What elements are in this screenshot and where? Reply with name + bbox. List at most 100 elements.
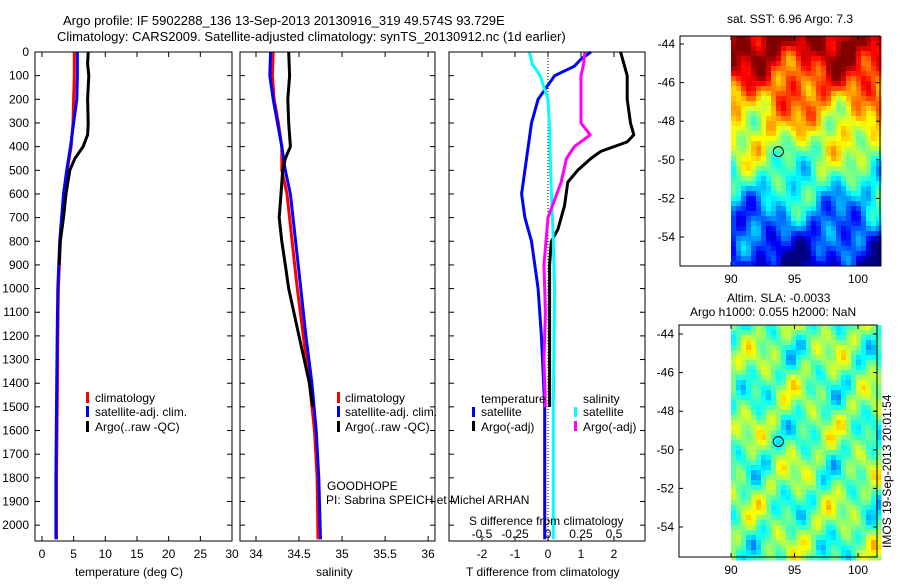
- legend-swatch-climatology: [86, 392, 89, 403]
- legend-header-salinity: salinity: [583, 392, 620, 406]
- sst-map-title: sat. SST: 6.96 Argo: 7.3: [727, 12, 853, 26]
- y-tick-label: 1600: [2, 424, 29, 438]
- y-tick-label: -46: [657, 366, 675, 380]
- project-label: GOODHOPE: [327, 479, 398, 493]
- sla-map: 90 95 100 -44 -46 -48 -50 -52 -54: [657, 324, 882, 577]
- x-tick-label: 25: [194, 547, 208, 561]
- y-tick-label: 1300: [2, 353, 29, 367]
- y-tick-label: 700: [9, 211, 29, 225]
- y-tick-label: -50: [657, 443, 675, 457]
- legend-swatch-argo: [86, 421, 89, 432]
- secondary-x-tick-label: -0.25: [501, 527, 529, 541]
- legend-header-temperature: temperature: [481, 392, 546, 406]
- y-tick-label: 600: [9, 187, 29, 201]
- y-tick-label: 0: [22, 45, 29, 59]
- series-argo-raw-qc: [277, 51, 315, 408]
- argo-position-marker: [772, 146, 784, 158]
- y-tick-label: -48: [658, 114, 676, 128]
- pi-label: PI: Sabrina SPEICH et Michel ARHAN: [326, 493, 529, 507]
- y-tick-label: 500: [9, 163, 29, 177]
- y-tick-label: 400: [9, 140, 29, 154]
- x-tick-label: 36: [421, 547, 435, 561]
- series-argo-raw-qc: [57, 51, 91, 265]
- tdiff-xlabel: T difference from climatology: [466, 565, 620, 579]
- x-tick-label: 34: [249, 547, 263, 561]
- x-tick-label: 35: [335, 547, 349, 561]
- x-tick-label: 34.5: [287, 547, 311, 561]
- series-satellite-adj-clim: [268, 51, 322, 540]
- sdiff-xlabel: S difference from climatology: [469, 514, 624, 528]
- legend-argo: Argo(..raw -QC): [95, 420, 180, 434]
- secondary-x-tick-label: 0.25: [569, 527, 593, 541]
- x-tick-label: 5: [70, 547, 77, 561]
- legend-t-argo: Argo(-adj): [481, 420, 534, 434]
- map-frame: [679, 35, 881, 267]
- y-tick-label: -44: [657, 327, 675, 341]
- y-tick-label: -46: [658, 76, 676, 90]
- y-tick-label: -52: [658, 191, 676, 205]
- legend-argo: Argo(..raw -QC): [345, 420, 430, 434]
- series-salinity-argo-adj: [542, 51, 592, 407]
- series-temperature-argo-adj: [548, 51, 636, 407]
- argo-position-marker: [772, 436, 784, 448]
- map-image: [731, 36, 882, 267]
- legend-climatology: climatology: [95, 391, 155, 405]
- legend-swatch-t-argo: [472, 421, 475, 431]
- secondary-x-tick-label: 0.5: [606, 527, 623, 541]
- x-tick-label: 20: [162, 547, 176, 561]
- temperature-panel: 0100200300400500600700800900100011001200…: [2, 45, 239, 561]
- y-tick-label: 1400: [2, 376, 29, 390]
- legend-t-satellite: satellite: [481, 405, 522, 419]
- x-tick-label: 100: [848, 272, 868, 286]
- x-tick-label: 100: [848, 563, 868, 577]
- legend-s-satellite: satellite: [583, 405, 624, 419]
- legend-swatch-s-argo: [574, 421, 577, 431]
- legend-swatch-satellite: [86, 406, 89, 417]
- series-temperature-satellite: [520, 50, 592, 540]
- y-tick-label: 800: [9, 234, 29, 248]
- y-tick-label: 1500: [2, 400, 29, 414]
- secondary-x-tick-label: -0.5: [472, 527, 493, 541]
- x-tick-label: 35.5: [373, 547, 397, 561]
- x-tick-label: 90: [724, 563, 738, 577]
- title-line2: Climatology: CARS2009. Satellite-adjuste…: [57, 29, 566, 44]
- y-tick-label: 1700: [2, 447, 29, 461]
- salinity-panel: 34 34.5 35 35.5 36: [239, 51, 436, 561]
- legend-swatch-s-satellite: [574, 407, 577, 417]
- y-tick-label: 1100: [3, 305, 29, 319]
- y-tick-label: 100: [9, 69, 29, 83]
- y-tick-label: -48: [657, 404, 675, 418]
- x-tick-label: 95: [788, 563, 802, 577]
- x-tick-label: 2: [611, 547, 618, 561]
- secondary-x-tick-label: 0: [545, 527, 552, 541]
- legend-swatch-t-satellite: [472, 407, 475, 417]
- x-tick-label: -1: [510, 547, 521, 561]
- series-salinity-satellite: [528, 51, 557, 540]
- legend-swatch-climatology: [337, 392, 340, 403]
- plot-frame: [239, 51, 436, 542]
- y-tick-label: -44: [658, 37, 676, 51]
- legend-swatch-satellite: [337, 406, 340, 417]
- legend-satellite: satellite-adj. clim.: [95, 405, 187, 419]
- x-tick-label: 95: [788, 272, 802, 286]
- y-tick-label: 1900: [2, 494, 29, 508]
- plot-frame: [34, 51, 233, 542]
- y-tick-label: 300: [9, 116, 29, 130]
- y-tick-label: 1800: [2, 471, 29, 485]
- x-tick-label: 0: [545, 547, 552, 561]
- y-tick-label: -50: [658, 153, 676, 167]
- x-tick-label: 30: [225, 547, 239, 561]
- y-tick-label: -54: [658, 230, 676, 244]
- x-tick-label: 15: [130, 547, 144, 561]
- sla-map-title: Altim. SLA: -0.0033: [727, 291, 831, 305]
- y-tick-label: -54: [657, 520, 675, 534]
- title-line1: Argo profile: IF 5902288_136 13-Sep-2013…: [63, 13, 505, 28]
- difference-panel: -2 -1 0 1 2 -0.5 -0.25 0 0.25 0.5: [448, 50, 646, 561]
- x-tick-label: 1: [578, 547, 585, 561]
- sla-map-subtitle: Argo h1000: 0.055 h2000: NaN: [690, 305, 856, 319]
- y-tick-label: 1200: [2, 329, 29, 343]
- y-tick-label: 900: [9, 258, 29, 272]
- legend-climatology: climatology: [345, 391, 405, 405]
- y-tick-label: 1000: [2, 282, 29, 296]
